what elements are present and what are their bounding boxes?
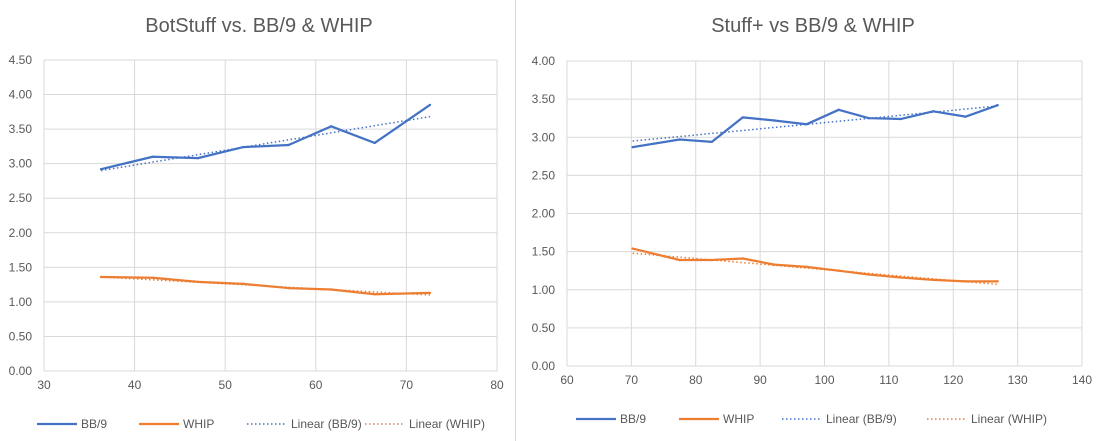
legend-label-bb9: BB/9 (81, 417, 107, 431)
y-tick-label: 2.50 (532, 168, 556, 182)
data-point-whip (287, 286, 290, 290)
data-point-whip (964, 280, 967, 283)
data-point-bb9 (837, 108, 840, 112)
chart-panel-stuffplus: Stuff+ vs BB/9 & WHIP 0.00 0.50 1.00 1.50 2.0… (515, 0, 1108, 441)
data-point-bb9 (996, 104, 999, 107)
x-tick-label: 130 (1008, 373, 1028, 387)
data-point-whip (867, 273, 871, 276)
y-tick-label: 0.50 (9, 329, 33, 343)
data-point-bb9 (867, 116, 871, 120)
legend-label-linear-whip: Linear (WHIP) (409, 417, 485, 431)
y-tick-label: 1.00 (532, 283, 556, 297)
x-tick-label: 60 (560, 373, 574, 387)
series-line-bb9 (100, 103, 431, 171)
y-tick-label: 4.00 (9, 88, 33, 102)
x-tick-label: 80 (689, 373, 703, 387)
data-point-whip (773, 263, 776, 266)
data-point-bb9 (242, 145, 245, 149)
data-point-whip (710, 258, 714, 262)
data-point-bb9 (932, 110, 935, 113)
data-point-bb9 (899, 117, 903, 121)
x-tick-label: 70 (400, 378, 414, 392)
legend: BB/9 WHIP Linear (BB/9) Linear (WHIP) (37, 417, 485, 431)
y-tick-label: 2.00 (9, 226, 33, 240)
y-tick-label: 4.00 (532, 54, 556, 68)
x-tick-label: 80 (490, 378, 504, 392)
legend-label-linear-bb9: Linear (BB/9) (826, 412, 897, 426)
y-tick-label: 1.00 (9, 295, 33, 309)
data-point-bb9 (428, 103, 432, 107)
y-tick-label: 0.00 (532, 359, 556, 373)
data-point-bb9 (964, 115, 967, 118)
legend-label-bb9: BB/9 (620, 412, 646, 426)
legend-label-linear-whip: Linear (WHIP) (971, 412, 1047, 426)
series-line-bb9 (632, 104, 999, 149)
data-point-whip (678, 258, 681, 262)
data-point-whip (741, 257, 744, 260)
data-point-bb9 (805, 123, 808, 126)
data-point-bb9 (99, 167, 103, 171)
y-tick-label: 1.50 (9, 260, 33, 274)
data-point-bb9 (196, 156, 200, 160)
data-point-bb9 (773, 119, 776, 122)
data-point-whip (805, 265, 808, 269)
data-point-bb9 (330, 125, 333, 128)
series-line-whip (101, 275, 430, 296)
data-point-whip (242, 282, 245, 286)
data-point-whip (196, 280, 200, 284)
data-point-whip (99, 275, 103, 279)
data-point-whip (428, 291, 432, 295)
x-tick-label: 100 (814, 373, 834, 387)
data-point-whip (899, 276, 903, 279)
y-tick-label: 2.50 (9, 191, 33, 205)
y-tick-label: 3.50 (9, 122, 33, 136)
y-tick-label: 1.50 (532, 245, 556, 259)
x-tick-label: 120 (943, 373, 963, 387)
data-point-whip (996, 280, 999, 283)
data-point-bb9 (631, 145, 634, 149)
x-tick-label: 90 (753, 373, 767, 387)
trendline-bb9 (632, 105, 998, 142)
data-point-bb9 (373, 141, 376, 145)
legend: BB/9 WHIP Linear (BB/9) Linear (WHIP) (576, 412, 1047, 426)
y-tick-label: 2.00 (532, 207, 556, 221)
data-point-whip (151, 276, 154, 279)
data-point-bb9 (678, 138, 681, 141)
chart-botstuff: BotStuff vs. BB/9 & WHIP 0.00 0.50 1.00 1.50… (9, 15, 504, 431)
data-point-whip (932, 278, 935, 282)
data-point-bb9 (151, 155, 154, 158)
y-tick-label: 0.50 (532, 321, 556, 335)
x-tick-label: 60 (309, 378, 323, 392)
x-tick-label: 70 (625, 373, 639, 387)
legend-label-linear-bb9: Linear (BB/9) (291, 417, 362, 431)
data-point-bb9 (741, 116, 744, 119)
y-tick-label: 3.00 (9, 157, 33, 171)
data-point-bb9 (710, 140, 714, 144)
trendline-bb9 (100, 115, 431, 172)
chart-stuffplus: Stuff+ vs BB/9 & WHIP 0.00 0.50 1.00 1.50 2.0… (532, 15, 1093, 426)
data-point-whip (631, 247, 634, 250)
y-tick-label: 3.00 (532, 130, 556, 144)
x-tick-label: 110 (879, 373, 898, 387)
chart-title: BotStuff vs. BB/9 & WHIP (145, 15, 373, 37)
x-tick-label: 30 (37, 378, 51, 392)
legend-label-whip: WHIP (723, 412, 754, 426)
x-tick-label: 40 (128, 378, 142, 392)
data-point-whip (837, 269, 840, 272)
data-point-whip (330, 288, 333, 291)
chart-panel-botstuff: BotStuff vs. BB/9 & WHIP 0.00 0.50 1.00 1.50… (0, 0, 514, 441)
data-point-bb9 (287, 143, 290, 147)
legend-label-whip: WHIP (183, 417, 214, 431)
y-tick-label: 0.00 (9, 364, 33, 378)
x-tick-label: 140 (1072, 373, 1092, 387)
x-tick-label: 50 (219, 378, 233, 392)
y-tick-label: 3.50 (532, 92, 556, 106)
y-tick-label: 4.50 (9, 53, 33, 67)
data-point-whip (373, 293, 376, 296)
series-line-whip (632, 247, 998, 283)
chart-title: Stuff+ vs BB/9 & WHIP (711, 15, 915, 37)
